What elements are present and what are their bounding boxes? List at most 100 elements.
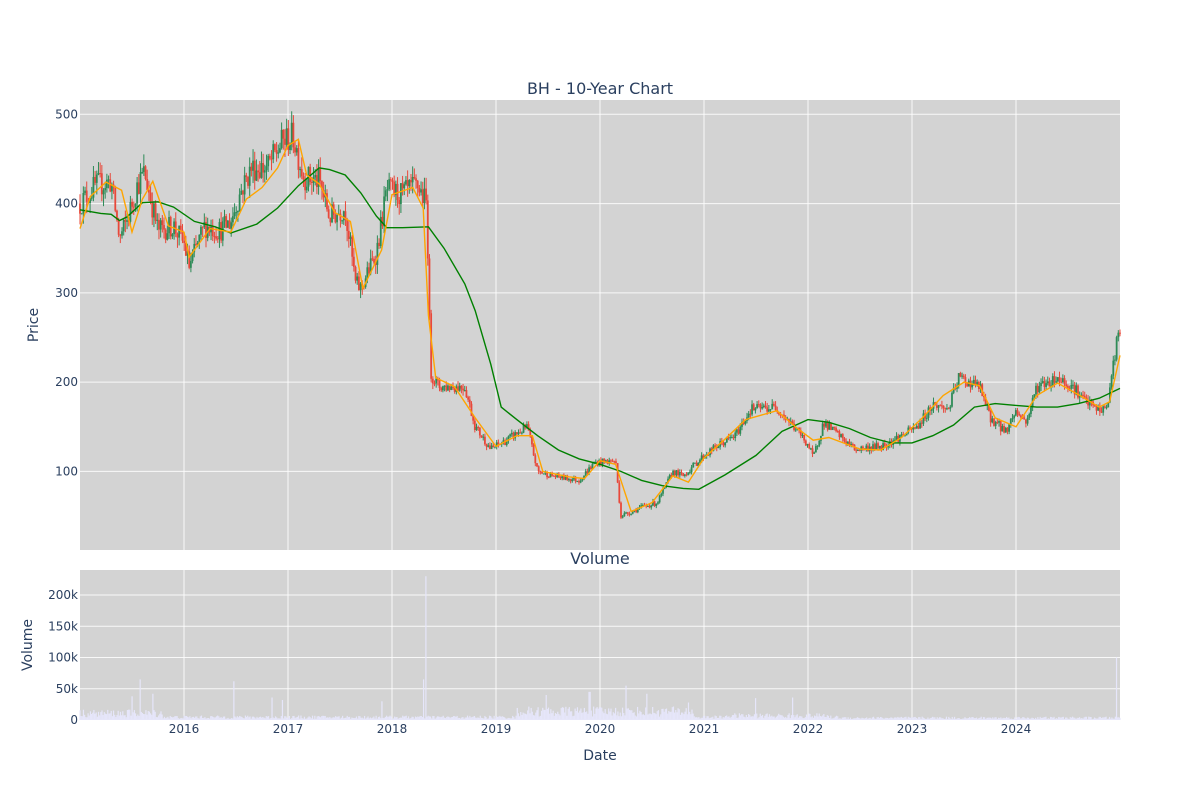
volume-bar — [205, 718, 207, 720]
candle-body — [477, 426, 480, 428]
volume-bar — [989, 717, 992, 720]
volume-bar — [270, 717, 272, 720]
volume-bar — [376, 718, 378, 720]
volume-bar — [498, 716, 500, 720]
volume-bar — [678, 709, 680, 720]
volume-bar — [813, 715, 816, 720]
candle-body — [562, 474, 565, 480]
volume-bar — [307, 717, 309, 720]
volume-bar — [1039, 716, 1041, 720]
volume-bar — [834, 716, 837, 720]
volume-bar — [535, 712, 537, 720]
volume-bar — [182, 718, 184, 720]
candle-body — [1030, 407, 1032, 415]
volume-bar — [931, 716, 934, 720]
volume-bar — [141, 713, 144, 720]
volume-bar — [512, 715, 514, 720]
candle-body — [95, 174, 98, 183]
candle-body — [354, 266, 357, 281]
candle-body — [1060, 381, 1063, 383]
volume-bar — [802, 718, 804, 720]
volume-bar — [714, 715, 716, 720]
candle-body — [831, 426, 834, 430]
candle-body — [865, 445, 868, 450]
volume-bar — [588, 691, 590, 720]
volume-bar — [559, 715, 561, 720]
candle-body — [667, 478, 669, 483]
candle-body — [181, 229, 184, 241]
volume-bar — [399, 717, 402, 720]
candle-body — [267, 155, 270, 167]
volume-bar — [171, 717, 174, 720]
volume-bar — [1108, 716, 1111, 720]
volume-bar — [337, 716, 339, 720]
volume-bar — [462, 717, 464, 720]
volume-bar — [650, 714, 653, 720]
volume-bar — [684, 711, 686, 720]
volume-bar — [249, 716, 251, 720]
volume-bar — [490, 716, 492, 720]
candle-body — [717, 446, 720, 449]
candle-body — [603, 458, 606, 462]
candle-body — [1100, 411, 1103, 413]
volume-bar — [420, 715, 422, 720]
volume-bar — [905, 716, 907, 720]
volume-bar — [721, 718, 723, 720]
candle-body — [947, 408, 950, 410]
volume-bar — [657, 710, 660, 720]
volume-bar — [215, 716, 218, 720]
volume-bar — [313, 718, 315, 720]
candle-body — [248, 166, 251, 186]
volume-bar — [451, 716, 454, 720]
volume-bar — [140, 711, 142, 720]
volume-bar — [431, 718, 433, 720]
candle-body — [920, 422, 923, 424]
volume-bar — [345, 717, 347, 720]
volume-bar — [1097, 718, 1099, 720]
volume-bar — [255, 718, 257, 720]
volume-bar — [478, 717, 480, 720]
candle-body — [586, 471, 589, 474]
volume-bar — [986, 717, 988, 720]
volume-bar — [432, 715, 434, 720]
volume-bar — [340, 717, 343, 720]
volume-bar — [230, 718, 233, 720]
candle-body — [193, 243, 196, 253]
volume-bar — [322, 715, 324, 720]
candle-body — [757, 404, 760, 406]
candle-body — [613, 461, 616, 463]
volume-bar — [734, 713, 736, 720]
candle-body — [411, 177, 414, 183]
volume-bar — [139, 679, 141, 720]
volume-bar — [1077, 717, 1079, 720]
candle-body — [413, 177, 416, 179]
candle-body — [591, 463, 594, 469]
candle-body — [292, 122, 295, 148]
candle-body — [237, 210, 239, 213]
volume-bar — [331, 717, 333, 720]
price-axis-title: Price — [26, 308, 42, 342]
volume-bar — [655, 714, 657, 720]
volume-bar — [106, 714, 108, 720]
volume-bar — [770, 716, 772, 720]
volume-bar — [254, 717, 256, 720]
volume-bar — [979, 717, 981, 720]
volume-bar — [311, 715, 314, 720]
candle-body — [436, 378, 439, 381]
volume-bar — [291, 718, 293, 720]
candle-body — [657, 502, 659, 504]
volume-bar — [811, 716, 813, 720]
candle-body — [290, 122, 293, 144]
volume-bar — [514, 718, 516, 720]
volume-bar — [612, 712, 614, 720]
volume-bar — [861, 717, 863, 720]
candle-body — [1018, 413, 1021, 416]
volume-bar — [934, 717, 936, 720]
volume-bar — [757, 718, 759, 720]
candle-body — [823, 423, 826, 427]
volume-bar — [552, 710, 554, 720]
volume-bar — [227, 717, 229, 720]
volume-bar — [189, 716, 191, 720]
volume-bar — [581, 712, 583, 720]
